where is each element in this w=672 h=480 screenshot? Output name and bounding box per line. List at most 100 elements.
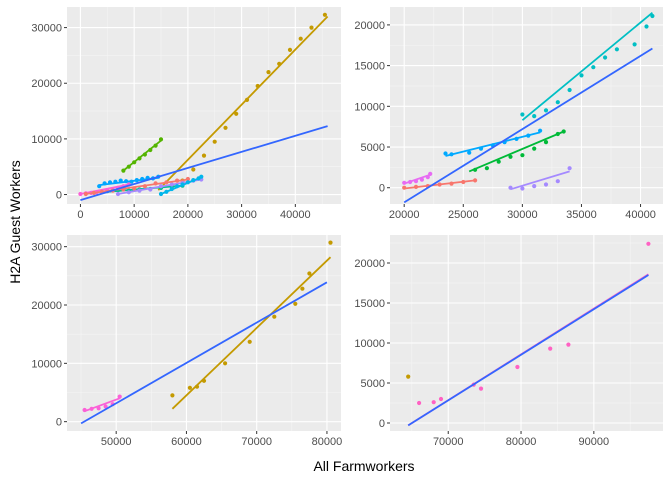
y-tick-label: 10000 bbox=[31, 134, 62, 146]
data-point bbox=[548, 346, 553, 351]
data-point bbox=[309, 25, 314, 30]
y-tick-label: 10000 bbox=[354, 101, 385, 113]
y-tick-label: 5000 bbox=[361, 142, 385, 154]
x-tick-label: 40000 bbox=[625, 209, 656, 221]
data-point bbox=[322, 12, 327, 17]
panel-background bbox=[390, 7, 663, 204]
series-fit-line bbox=[468, 130, 565, 173]
data-point bbox=[515, 364, 520, 370]
overall-trend-line bbox=[403, 47, 653, 204]
data-point bbox=[567, 166, 572, 171]
data-point bbox=[650, 13, 655, 19]
data-point bbox=[591, 65, 596, 70]
data-point bbox=[417, 400, 422, 406]
y-tick-label: 15000 bbox=[354, 61, 385, 73]
x-tick-label: 70000 bbox=[433, 436, 464, 448]
data-point bbox=[187, 385, 192, 390]
x-tick-label: 20000 bbox=[173, 209, 204, 221]
y-tick-label: 0 bbox=[379, 183, 385, 195]
data-point bbox=[406, 374, 411, 379]
data-point bbox=[543, 182, 549, 187]
y-tick-label: 20000 bbox=[31, 300, 62, 312]
x-tick-label: 50000 bbox=[101, 436, 132, 448]
data-point bbox=[579, 73, 584, 78]
data-point bbox=[467, 150, 472, 155]
data-point bbox=[234, 111, 239, 116]
data-point bbox=[438, 396, 444, 402]
data-point bbox=[567, 87, 572, 93]
x-tick-label: 40000 bbox=[280, 209, 311, 221]
overall-trend-line bbox=[80, 281, 328, 425]
series-fit-line bbox=[404, 179, 476, 190]
y-tick-label: 20000 bbox=[31, 78, 62, 90]
data-point bbox=[272, 314, 277, 319]
panel-background bbox=[390, 235, 663, 431]
series-fit-line bbox=[171, 256, 332, 410]
x-tick-label: 80000 bbox=[312, 436, 343, 448]
x-axis-title: All Farmworkers bbox=[313, 458, 414, 474]
panel-top-left: 0 10000 20000 30000 40000 0 10000 20000 30000 bbox=[31, 7, 341, 221]
x-tick-label: 70000 bbox=[241, 436, 272, 448]
data-point bbox=[328, 240, 333, 245]
data-point bbox=[614, 47, 620, 52]
data-point bbox=[307, 271, 312, 276]
series-fit-line bbox=[157, 15, 329, 191]
panel-background bbox=[67, 235, 341, 431]
data-point bbox=[555, 179, 560, 184]
series-fit-line bbox=[160, 176, 202, 195]
data-point bbox=[520, 153, 525, 158]
x-tick-label: 0 bbox=[77, 209, 83, 221]
series-fit-line bbox=[521, 12, 653, 121]
data-point bbox=[247, 339, 252, 344]
x-tick-label: 90000 bbox=[579, 436, 610, 448]
data-point bbox=[298, 36, 303, 41]
data-point bbox=[212, 139, 217, 144]
series-fit-line bbox=[445, 131, 541, 157]
data-point bbox=[191, 167, 196, 172]
data-point bbox=[603, 55, 608, 60]
data-point bbox=[223, 125, 228, 130]
overall-trend-line bbox=[80, 125, 328, 201]
series-fit-line bbox=[403, 173, 431, 185]
data-point bbox=[443, 151, 448, 156]
panel-top-right: 20000 25000 30000 35000 40000 0 5000 10000 15000… bbox=[354, 7, 663, 221]
y-tick-label: 30000 bbox=[31, 23, 62, 35]
series-fit-line bbox=[84, 397, 121, 413]
data-point bbox=[508, 154, 513, 159]
panel-bottom-left: 50000 60000 70000 80000 0 10000 20000 30000 bbox=[31, 235, 342, 448]
x-tick-label: 80000 bbox=[506, 436, 537, 448]
y-tick-label: 20000 bbox=[354, 258, 385, 270]
y-tick-label: 15000 bbox=[354, 298, 385, 310]
data-point bbox=[520, 112, 525, 117]
data-point bbox=[484, 166, 489, 171]
x-tick-label: 30000 bbox=[226, 209, 257, 221]
data-point bbox=[555, 100, 560, 105]
data-point bbox=[543, 108, 549, 113]
y-tick-label: 30000 bbox=[31, 242, 62, 254]
series-fit-line bbox=[122, 139, 162, 172]
y-axis-title: H2A Guest Workers bbox=[7, 160, 23, 283]
data-point bbox=[520, 186, 525, 191]
series-fit-line bbox=[510, 170, 570, 191]
data-point bbox=[431, 400, 436, 405]
data-point bbox=[632, 42, 637, 47]
data-point bbox=[223, 361, 228, 366]
x-tick-label: 25000 bbox=[448, 209, 479, 221]
data-point bbox=[287, 47, 293, 53]
panel-bottom-right: 70000 80000 90000 0 5000 10000 15000 20000 bbox=[354, 235, 663, 448]
data-point bbox=[496, 159, 501, 164]
data-point bbox=[117, 394, 122, 399]
panel-background bbox=[67, 7, 341, 204]
data-point bbox=[543, 140, 549, 145]
x-tick-label: 10000 bbox=[119, 209, 150, 221]
data-point bbox=[532, 184, 537, 189]
y-tick-label: 0 bbox=[379, 418, 385, 430]
x-tick-label: 20000 bbox=[389, 209, 420, 221]
data-point bbox=[293, 301, 298, 306]
data-point bbox=[201, 153, 207, 158]
y-tick-label: 10000 bbox=[354, 338, 385, 350]
data-point bbox=[532, 146, 537, 151]
x-tick-label: 60000 bbox=[171, 436, 202, 448]
y-tick-label: 10000 bbox=[31, 358, 62, 370]
